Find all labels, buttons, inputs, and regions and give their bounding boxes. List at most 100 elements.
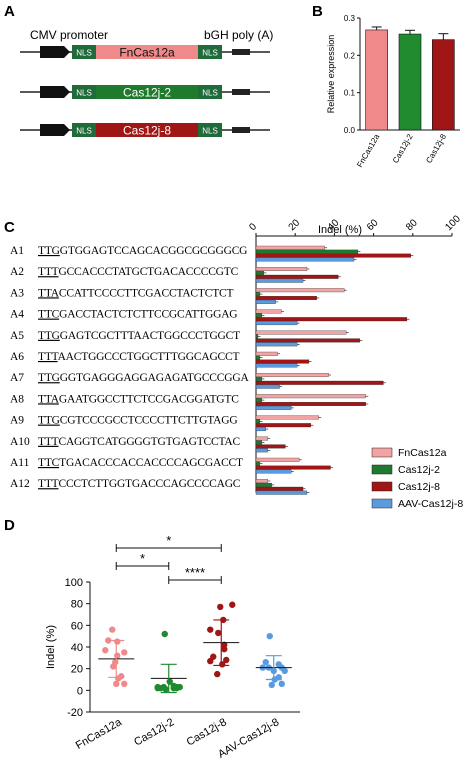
legend-label: Cas12j-2 [398,464,440,476]
nls-block [72,123,96,137]
pam-sequence: TTG [38,415,60,427]
indel-bar [255,398,263,403]
y-tick-label: 100 [65,577,83,589]
indel-bar [255,288,345,293]
polya-block [232,49,250,55]
indel-bar [255,373,329,377]
guide-sequence: TTTCAGGTCATGGGGTGTGAGTCCTAC [38,436,240,448]
nls-block [72,45,96,59]
category-label: Cas12j-8 [424,132,448,165]
indel-bar [255,465,331,470]
protospacer-sequence: GAATGGCCTTCTCCGACGGATGTC [59,393,239,405]
cmv-promoter-arrow-icon [40,86,70,98]
nls-block [198,85,222,99]
protospacer-sequence: CAGGTCATGGGGTGTGAGTCCTAC [58,436,240,448]
y-tick-label: 0 [77,685,83,697]
legend-swatch [371,481,393,492]
legend-label: Cas12j-8 [398,481,440,493]
indel-bar [255,448,268,453]
legend-swatch [371,464,393,475]
indel-bar [255,457,300,462]
indel-bar [255,296,317,300]
cas-gene-block [96,123,198,137]
category-label: Cas12j-2 [132,716,176,748]
nls-label: NLS [202,127,218,136]
indel-bar [255,436,268,441]
panel-label-b: B [312,3,323,20]
indel-bar [255,257,355,262]
guide-sequence: TTTCCCTCTTGGTGACCCAGCCCCAGC [38,478,241,490]
data-point [166,678,173,685]
guide-id-label: A1 [10,245,24,257]
data-point [210,653,217,660]
nls-label: NLS [202,89,218,98]
cas-gene-label: Cas12j-8 [123,124,171,138]
data-point [221,641,228,649]
pam-sequence: TTT [38,351,59,363]
category-label: Cas12j-2 [391,132,415,165]
legend-label: FnCas12a [398,447,447,459]
indel-bar [255,486,304,491]
pam-sequence: TTG [38,245,60,257]
nls-label: NLS [76,89,92,98]
indel-bar [255,338,361,343]
indel-bar [255,274,339,279]
indel-bar [255,359,310,364]
pam-sequence: TTC [38,309,60,321]
nls-block [198,45,222,59]
guide-sequence: TTTAACTGGCCCTGGCTTTGGCAGCCT [38,351,239,363]
guide-sequence: TTTGCCACCCTATGCTGACACCCCGTC [38,266,239,278]
guide-id-label: A7 [10,372,24,384]
nls-label: NLS [76,49,92,58]
x-tick-label: 100 [443,213,463,233]
guide-id-label: A12 [10,478,30,490]
data-point [266,632,273,640]
indel-bar [255,363,298,368]
guide-id-label: A3 [10,287,24,299]
significance-label: * [166,533,171,548]
data-point [161,630,168,638]
data-point [102,647,109,654]
indel-bar [255,490,308,495]
panel-b-ylabel: Relative expression [326,35,336,114]
indel-bar [255,419,261,424]
guide-sequence: TTAGAATGGCCTTCTCCGACGGATGTC [38,393,239,405]
panel-label-d: D [4,517,15,534]
cmv-promoter-arrow-icon [40,124,70,136]
panel-d-ylabel: Indel (%) [45,625,57,669]
data-point [268,681,275,689]
indel-bar [255,299,276,304]
indel-bar [255,334,259,339]
indel-bar [255,394,366,399]
indel-bar [255,292,261,297]
guide-sequence: TTGGTGGAGTCCAGCACGGCGCGGGCG [38,245,247,257]
guide-sequence: TTGGAGTCGCTTTAACTGGCCCTGGCT [38,330,240,342]
protospacer-sequence: AACTGGCCCTGGCTTTGGCAGCCT [58,351,240,363]
legend-swatch [371,447,393,458]
indel-bar [255,267,308,271]
y-tick-label: 80 [71,599,83,611]
indel-bar [255,482,272,487]
category-label: FnCas12a [74,716,125,752]
pam-sequence: TTG [38,330,60,342]
indel-bar [255,245,325,250]
data-point [121,649,128,656]
y-tick-label: 0.0 [344,126,356,135]
significance-label: * [140,551,145,566]
guide-id-label: A8 [10,393,24,405]
bgh-polya-label: bGH poly (A) [204,28,273,42]
nls-label: NLS [202,49,218,58]
protospacer-sequence: GACCTACTCTCTTCCGCATTGGAG [59,309,237,321]
polya-block [232,89,250,95]
data-point [217,603,224,611]
indel-bar [255,402,366,406]
guide-id-label: A10 [10,436,30,448]
pam-sequence: TTA [38,287,60,299]
expression-bar [432,39,455,131]
panel-label-a: A [4,3,15,20]
indel-bar [255,405,292,410]
protospacer-sequence: CGTCCCGCCTCCCCTTCTTGTAGG [60,415,238,427]
guide-id-label: A4 [10,309,24,321]
